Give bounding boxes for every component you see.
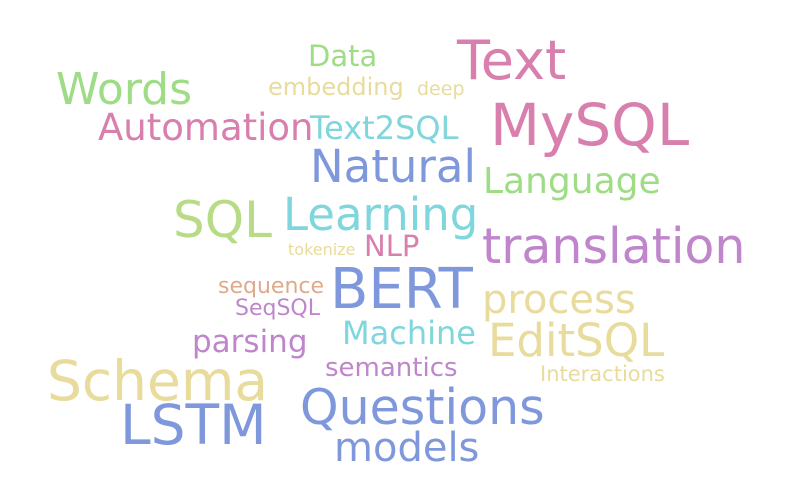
word-text: Text bbox=[457, 29, 567, 92]
word-seqsql: SeqSQL bbox=[235, 296, 321, 321]
word-questions: Questions bbox=[300, 379, 545, 436]
word-natural: Natural bbox=[310, 140, 476, 193]
word-mysql: MySQL bbox=[490, 91, 690, 159]
word-embedding: embedding bbox=[268, 73, 404, 101]
word-tokenize: tokenize bbox=[288, 240, 356, 259]
word-parsing: parsing bbox=[192, 324, 308, 360]
word-language: Language bbox=[483, 161, 661, 202]
word-nlp: NLP bbox=[364, 229, 420, 263]
word-interactions: Interactions bbox=[540, 362, 665, 386]
word-learning: Learning bbox=[283, 188, 479, 241]
word-schema: Schema bbox=[47, 349, 269, 413]
word-bert: BERT bbox=[330, 257, 473, 322]
word-automation: Automation bbox=[98, 106, 314, 149]
word-semantics: semantics bbox=[325, 353, 458, 383]
word-process: process bbox=[482, 277, 636, 323]
word-data: Data bbox=[308, 39, 378, 73]
word-editsql: EditSQL bbox=[488, 314, 665, 367]
word-sql: SQL bbox=[173, 191, 272, 249]
word-models: models bbox=[334, 425, 480, 471]
word-deep: deep bbox=[417, 78, 465, 100]
word-sequence: sequence bbox=[218, 274, 325, 299]
word-machine: Machine bbox=[342, 314, 476, 352]
word-text2sql: Text2SQL bbox=[310, 109, 459, 147]
word-translation: translation bbox=[482, 218, 746, 275]
word-words: Words bbox=[56, 64, 193, 115]
word-lstm: LSTM bbox=[120, 393, 267, 457]
